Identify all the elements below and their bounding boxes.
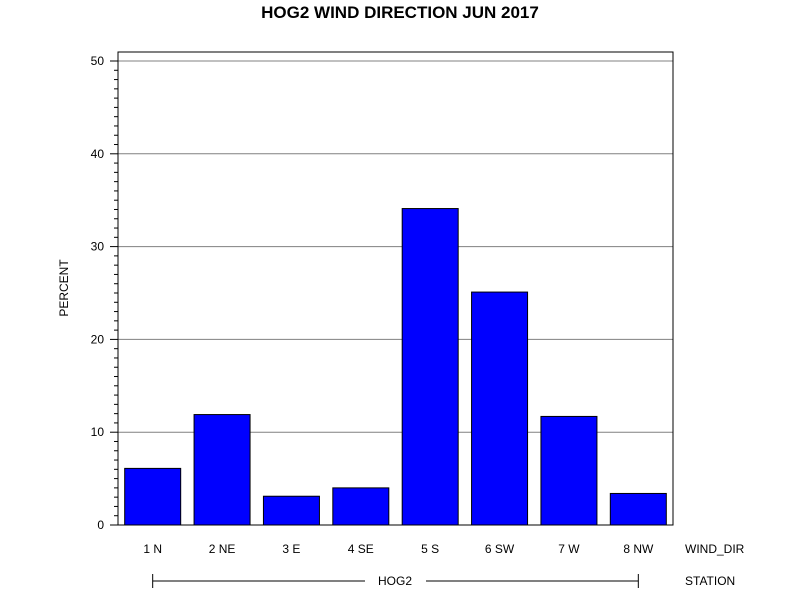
y-tick-label: 10 — [91, 425, 105, 439]
x-tick-label: 1 N — [143, 542, 162, 556]
y-axis-label: PERCENT — [57, 259, 71, 317]
group-label: HOG2 — [378, 574, 412, 588]
x-tick-label: 5 S — [421, 542, 439, 556]
x-tick-label: 7 W — [558, 542, 580, 556]
bar — [332, 487, 390, 526]
bar — [262, 495, 320, 526]
bar — [609, 492, 667, 526]
y-tick-label: 20 — [91, 332, 105, 346]
chart-title: HOG2 WIND DIRECTION JUN 2017 — [261, 3, 539, 22]
y-tick-label: 50 — [91, 54, 105, 68]
bar — [471, 291, 529, 526]
plot-area: 1 N 2 NE 3 E 4 SE 5 S 6 SW 7 W 8 NW 0 10 20 30 40 50 H… — [91, 51, 674, 588]
x-tick-label: 3 E — [282, 542, 300, 556]
x-tick-label: 8 NW — [623, 542, 654, 556]
group-axis-label: STATION — [685, 574, 735, 588]
bar — [401, 208, 459, 526]
bar — [540, 415, 598, 526]
x-tick-label: 2 NE — [209, 542, 236, 556]
bar — [193, 414, 251, 526]
plot-frame — [117, 51, 674, 526]
y-tick-label: 0 — [97, 518, 104, 532]
bar — [124, 467, 182, 526]
y-tick-label: 30 — [91, 240, 105, 254]
x-tick-label: 6 SW — [485, 542, 515, 556]
x-axis-label: WIND_DIR — [685, 542, 745, 556]
y-tick-label: 40 — [91, 147, 105, 161]
x-tick-label: 4 SE — [348, 542, 374, 556]
